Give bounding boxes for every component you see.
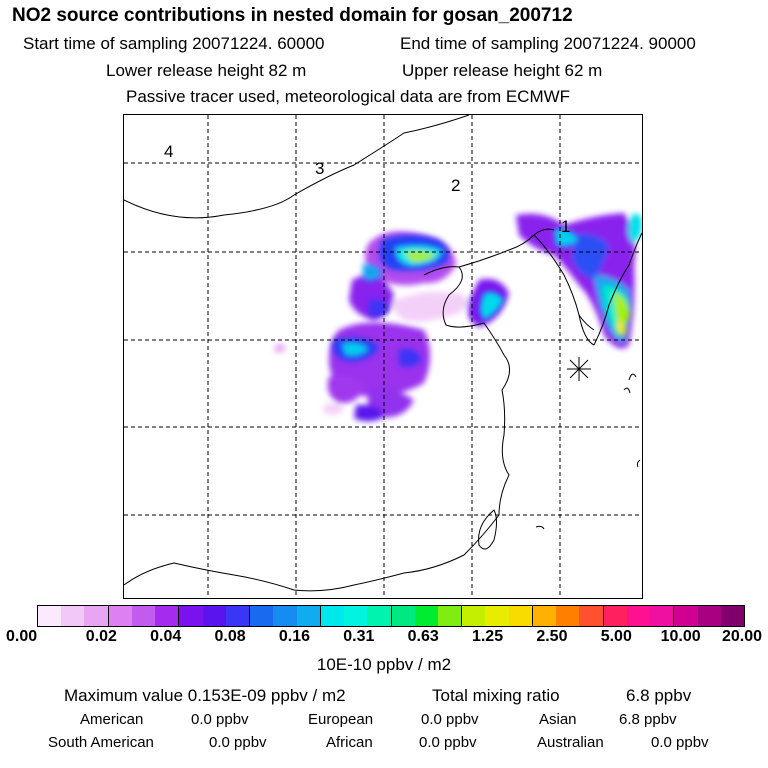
upper-release-height: Upper release height 62 m [402,61,603,80]
european-label: European [308,711,374,728]
colorbar-tick-label: 20.00 [721,628,762,645]
colorbar-segment [674,606,698,626]
colorbar-segment [462,606,486,626]
colorbar-segment [532,606,557,626]
australian-value: 0.0 ppbv [651,734,709,751]
colorbar-segment [437,606,463,626]
region-label-4: 4 [164,142,173,161]
colorbar-segment [202,606,226,626]
asian-value: 6.8 ppbv [619,711,677,728]
colorbar [37,605,745,627]
colorbar-segment [697,606,721,626]
african-value: 0.0 ppbv [419,734,477,751]
american-label: American [80,711,144,728]
map-canvas: 4 3 2 1 [124,115,642,598]
colorbar-tick-label: 2.50 [536,628,568,645]
colorbar-segment [603,606,627,626]
colorbar-segment [84,606,109,626]
map-panel: 4 3 2 1 [123,114,643,599]
end-time: End time of sampling 20071224. 90000 [400,34,696,53]
colorbar-unit: 10E-10 ppbv / m2 [316,655,452,674]
south-american-label: South American [48,734,154,751]
asian-label: Asian [539,711,577,728]
colorbar-segment [155,606,180,626]
colorbar-segment [61,606,85,626]
colorbar-segment [556,606,580,626]
colorbar-tick-label: 0.00 [6,628,38,645]
african-label: African [326,734,373,751]
colorbar-segment [38,606,62,626]
colorbar-tick-label: 0.31 [343,628,375,645]
colorbar-tick-label: 0.02 [85,628,117,645]
colorbar-segment [344,606,368,626]
region-label-3: 3 [315,159,324,178]
plot-title: NO2 source contributions in nested domai… [12,5,573,26]
european-value: 0.0 ppbv [421,711,479,728]
colorbar-segment [367,606,392,626]
colorbar-segment [508,606,533,626]
colorbar-segment [225,606,251,626]
colorbar-segment [579,606,604,626]
concentration-field [274,213,642,422]
colorbar-segment [250,606,274,626]
colorbar-tick-label: 10.00 [660,628,701,645]
australian-label: Australian [537,734,604,751]
asterisk-icon [567,357,591,381]
colorbar-segment [650,606,675,626]
total-mixing-value: 6.8 ppbv [626,686,692,705]
colorbar-tick-label: 0.16 [278,628,311,645]
colorbar-segment [485,606,509,626]
colorbar-segment [273,606,297,626]
colorbar-segment [108,606,132,626]
colorbar-tick-label: 1.25 [471,628,504,645]
colorbar-segment [320,606,345,626]
graticule [124,115,642,598]
colorbar-segment [131,606,156,626]
colorbar-segment [391,606,415,626]
region-label-2: 2 [451,176,460,195]
colorbar-segment [414,606,438,626]
american-value: 0.0 ppbv [191,711,249,728]
start-time: Start time of sampling 20071224. 60000 [23,34,325,53]
colorbar-tick-label: 0.08 [214,628,246,645]
total-mixing-label: Total mixing ratio [432,686,560,705]
south-american-value: 0.0 ppbv [209,734,267,751]
colorbar-segment [296,606,321,626]
colorbar-segment [720,606,745,626]
region-label-1: 1 [561,217,570,236]
maximum-value: Maximum value 0.153E-09 ppbv / m2 [64,686,346,705]
colorbar-segment [626,606,651,626]
colorbar-tick-label: 5.00 [600,628,632,645]
lower-release-height: Lower release height 82 m [106,61,307,80]
tracer-note: Passive tracer used, meteorological data… [126,87,571,106]
concentration-core [332,228,630,367]
colorbar-tick-label: 0.63 [407,628,439,645]
coastlines [124,115,642,592]
colorbar-tick-label: 0.04 [150,628,182,645]
colorbar-segment [179,606,203,626]
